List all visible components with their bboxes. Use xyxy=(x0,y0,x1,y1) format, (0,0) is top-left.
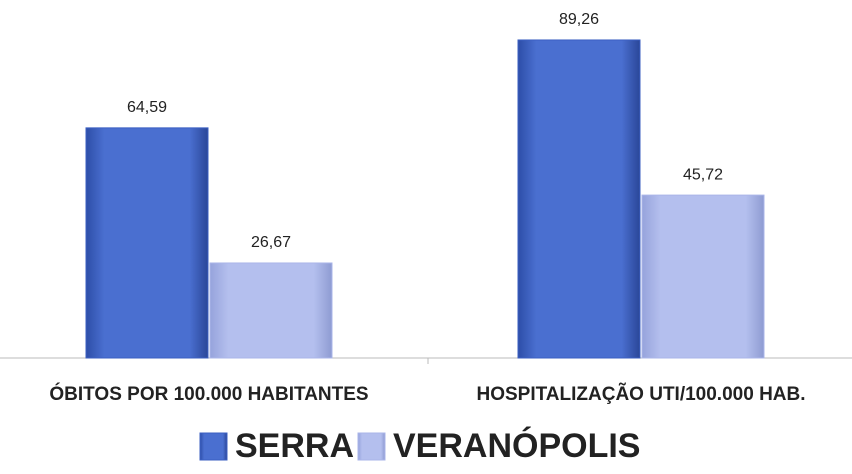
x-tick-label: HOSPITALIZAÇÃO UTI/100.000 HAB. xyxy=(476,383,805,405)
legend-swatch xyxy=(199,432,228,461)
legend-label: SERRA xyxy=(235,427,354,465)
bar xyxy=(517,39,641,359)
legend-label: VERANÓPOLIS xyxy=(393,427,640,465)
legend-swatch xyxy=(357,432,386,461)
bar xyxy=(85,127,209,359)
data-label: 45,72 xyxy=(683,166,723,183)
bar xyxy=(641,194,765,359)
data-label: 64,59 xyxy=(127,99,167,116)
x-tick-label: ÓBITOS POR 100.000 HABITANTES xyxy=(49,383,368,405)
bar xyxy=(209,262,333,359)
data-label: 26,67 xyxy=(251,234,291,251)
data-label: 89,26 xyxy=(559,11,599,28)
